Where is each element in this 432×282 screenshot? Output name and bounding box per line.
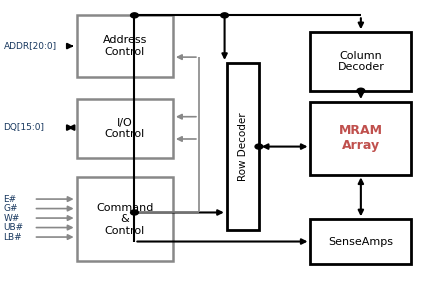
- Text: I/O
Control: I/O Control: [105, 118, 145, 139]
- Bar: [311, 102, 411, 175]
- Text: Row Decoder: Row Decoder: [238, 112, 248, 181]
- Text: E#: E#: [3, 195, 17, 204]
- Bar: [76, 15, 173, 77]
- Circle shape: [130, 210, 138, 215]
- Bar: [76, 99, 173, 158]
- Text: G#: G#: [3, 204, 18, 213]
- Text: SenseAmps: SenseAmps: [328, 237, 394, 246]
- Bar: [311, 32, 411, 91]
- Bar: [227, 63, 259, 230]
- Circle shape: [357, 88, 365, 93]
- Text: Address
Control: Address Control: [103, 35, 147, 57]
- Text: MRAM
Array: MRAM Array: [339, 124, 383, 152]
- Text: Column
Decoder: Column Decoder: [337, 51, 384, 72]
- Circle shape: [130, 13, 138, 18]
- Bar: [311, 219, 411, 264]
- Circle shape: [255, 144, 263, 149]
- Text: UB#: UB#: [3, 223, 24, 232]
- Text: DQ[15:0]: DQ[15:0]: [3, 123, 44, 132]
- Text: ADDR[20:0]: ADDR[20:0]: [3, 41, 57, 50]
- Text: LB#: LB#: [3, 233, 22, 242]
- Text: Command
&
Control: Command & Control: [96, 202, 153, 236]
- Bar: [76, 177, 173, 261]
- Text: W#: W#: [3, 213, 20, 222]
- Circle shape: [221, 13, 229, 18]
